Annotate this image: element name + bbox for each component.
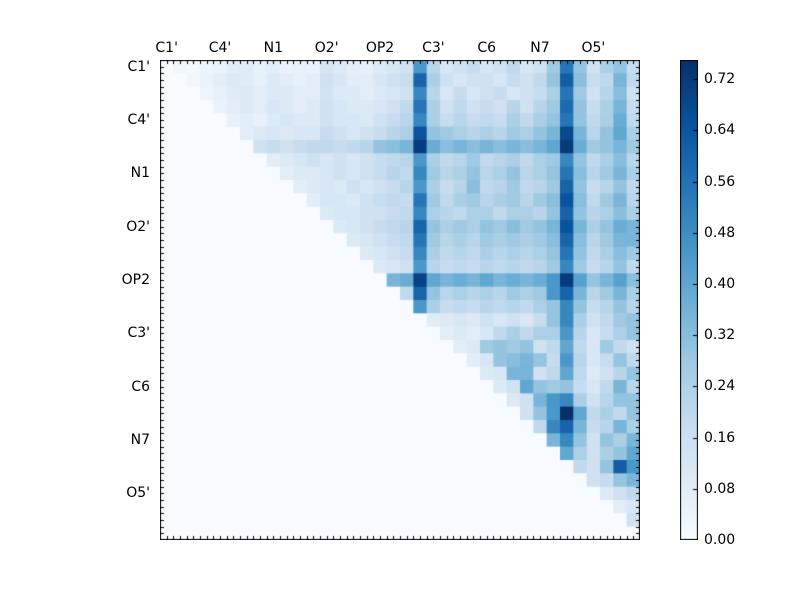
y-axis-tick-label: C1'	[127, 58, 150, 75]
x-axis-tick-label: N1	[263, 40, 284, 56]
x-axis-tick-label: O2'	[314, 40, 339, 56]
x-axis-tick-label: C1'	[155, 40, 178, 56]
heatmap-canvas	[160, 60, 640, 540]
colorbar-tick-label: 0.48	[704, 224, 736, 241]
x-axis-tick-label: C3'	[422, 40, 445, 56]
colorbar-canvas	[680, 60, 698, 540]
y-axis-tick-label: C4'	[127, 112, 150, 128]
colorbar-tick-label: 0.08	[704, 480, 736, 497]
colorbar-tick-label: 0.16	[704, 429, 736, 446]
y-axis-tick-label: N7	[130, 432, 150, 448]
y-axis-tick-label: OP2	[121, 272, 150, 288]
y-axis-tick-label: O5'	[126, 485, 150, 502]
x-axis-tick-label: OP2	[365, 40, 395, 56]
y-axis-tick-label: C3'	[127, 325, 150, 342]
colorbar-tick-label: 0.64	[704, 122, 736, 139]
colorbar-tick-label: 0.56	[704, 173, 736, 190]
colorbar-tick-label: 0.00	[704, 532, 736, 548]
x-axis-tick-label: O5'	[581, 40, 606, 56]
colorbar-tick-label: 0.40	[704, 276, 736, 292]
colorbar	[680, 60, 698, 540]
y-axis-tick-label: C6	[131, 378, 150, 395]
y-axis-tick-label: N1	[130, 165, 150, 182]
x-axis-tick-label: C4'	[208, 40, 232, 56]
y-axis-tick-label: O2'	[126, 218, 150, 235]
colorbar-tick-label: 0.24	[704, 378, 736, 395]
colorbar-tick-label: 0.32	[704, 327, 736, 344]
x-axis-tick-label: N7	[530, 40, 550, 56]
colorbar-tick-label: 0.72	[704, 71, 736, 88]
heatmap-plot	[160, 60, 640, 540]
x-axis-tick-label: C6	[477, 40, 496, 56]
